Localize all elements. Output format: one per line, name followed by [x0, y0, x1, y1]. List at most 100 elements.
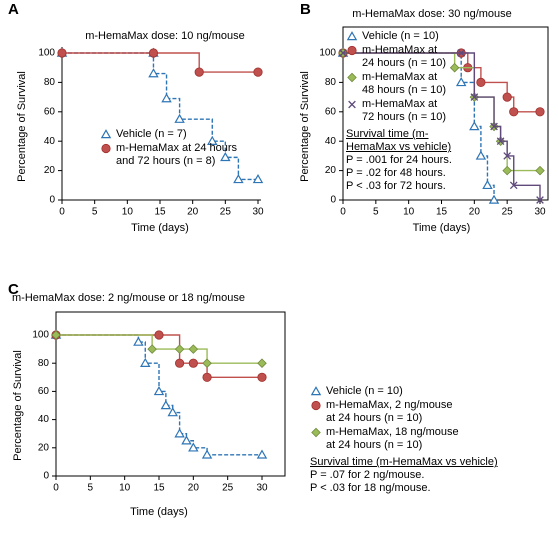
marker	[457, 49, 466, 57]
marker	[188, 358, 198, 368]
marker	[348, 100, 356, 109]
y-tick-label: 80	[325, 77, 337, 88]
x-axis-label: Time (days)	[413, 222, 471, 234]
x-tick-label: 30	[256, 483, 268, 494]
notes: Survival time (m-HemaMax vs vehicle) P = …	[310, 456, 550, 495]
x-tick-label: 15	[154, 207, 166, 218]
x-tick-label: 10	[119, 483, 131, 494]
y-axis-label: Percentage of Survival	[12, 350, 24, 461]
legend-entry: m-HemaMax at 72 hours (n = 10)	[346, 98, 476, 124]
marker	[174, 428, 185, 438]
notes-heading: Survival time (m-HemaMax vs vehicle)	[346, 128, 452, 153]
x-tick-label: 10	[122, 207, 134, 218]
marker-stroke	[503, 152, 511, 160]
marker	[147, 344, 157, 354]
y-tick-label: 40	[44, 136, 56, 147]
legend-label: m-HemaMax at 24 hours (n = 10)	[362, 44, 447, 69]
legend-entry: m-HemaMax, 18 ng/mouse at 24 hours (n = …	[310, 426, 550, 452]
survival-line	[343, 52, 541, 200]
marker	[161, 93, 172, 103]
legend-marker-box	[347, 72, 357, 83]
y-tick-label: 60	[38, 386, 50, 397]
marker	[488, 194, 500, 204]
marker	[207, 135, 218, 145]
legend-marker-box	[311, 400, 321, 411]
chart-title: m-HemaMax dose: 10 ng/mouse	[85, 30, 245, 42]
marker	[496, 137, 505, 146]
legend-entry: m-HemaMax, 2 ng/mouse at 24 hours (n = 1…	[310, 399, 550, 425]
marker	[347, 45, 357, 56]
marker	[51, 330, 61, 340]
marker	[252, 174, 264, 184]
x-tick-label: 0	[59, 207, 65, 218]
chart-title: m-HemaMax dose: 30 ng/mouse	[352, 8, 512, 20]
marker	[339, 49, 347, 57]
marker	[202, 372, 212, 382]
marker	[167, 407, 178, 417]
marker-stroke	[457, 49, 466, 57]
marker-stroke	[509, 181, 518, 190]
notes-line: P < .03 for 18 ng/mouse.	[310, 482, 431, 494]
marker	[188, 344, 199, 354]
x-tick-label: 5	[373, 207, 379, 218]
notes-heading: Survival time (m-HemaMax vs vehicle)	[310, 456, 498, 468]
marker	[140, 357, 151, 367]
frame	[55, 311, 286, 477]
marker	[101, 143, 111, 154]
y-tick-label: 80	[38, 358, 50, 369]
legend: Vehicle (n = 10) m-HemaMax at 24 hours (n…	[346, 30, 476, 193]
x-tick-label: 20	[187, 207, 199, 218]
y-tick-label: 100	[38, 48, 55, 59]
x-tick-label: 0	[53, 483, 59, 494]
marker	[482, 179, 493, 190]
marker	[470, 93, 479, 101]
marker	[509, 107, 519, 117]
legend-label: m-HemaMax at 24 hours and 72 hours (n = …	[116, 142, 238, 167]
marker	[57, 48, 67, 58]
marker	[257, 358, 267, 368]
marker	[160, 400, 172, 410]
legend-label: m-HemaMax at 72 hours (n = 10)	[362, 98, 447, 123]
y-tick-label: 40	[325, 136, 337, 147]
legend-entry: m-HemaMax at 24 hours and 72 hours (n = …	[100, 142, 241, 168]
x-tick-label: 5	[92, 207, 98, 218]
legend-entry: Vehicle (n = 10)	[346, 30, 476, 43]
marker-stroke	[470, 93, 479, 101]
marker	[257, 372, 267, 382]
notes-line: P = .07 for 2 ng/mouse.	[310, 469, 425, 481]
legend-label: m-HemaMax, 18 ng/mouse at 24 hours (n = …	[326, 426, 459, 451]
legend-label: Vehicle (n = 10)	[362, 30, 439, 42]
marker	[455, 76, 467, 87]
legend-marker-box	[347, 45, 357, 56]
marker	[174, 344, 185, 354]
marker	[181, 435, 192, 445]
chart-title: m-HemaMax dose: 2 ng/mouse or 18 ng/mous…	[12, 292, 245, 304]
legend-marker-box	[310, 386, 322, 396]
marker	[148, 68, 159, 78]
x-axis-label: Time (days)	[130, 506, 188, 518]
y-tick-label: 20	[38, 442, 50, 453]
survival-line	[62, 52, 258, 73]
x-tick-label: 25	[220, 207, 232, 218]
marker	[133, 336, 144, 346]
marker	[346, 31, 358, 41]
y-tick-label: 100	[319, 48, 336, 59]
x-axis-label: Time (days)	[131, 222, 189, 234]
legend-entry: Vehicle (n = 7)	[100, 128, 241, 141]
x-tick-label: 15	[436, 207, 448, 218]
legend-marker-box	[346, 31, 358, 41]
marker	[175, 358, 185, 368]
legend-marker-box	[311, 427, 321, 438]
x-tick-label: 15	[153, 483, 165, 494]
marker	[490, 122, 498, 131]
marker	[311, 427, 321, 438]
x-tick-label: 30	[534, 207, 546, 218]
notes-line: P < .03 for 72 hours.	[346, 180, 446, 192]
marker	[202, 358, 212, 368]
marker-stroke	[490, 122, 498, 131]
marker	[220, 151, 231, 162]
y-tick-label: 60	[325, 106, 337, 117]
marker	[475, 150, 487, 160]
marker	[233, 174, 244, 184]
